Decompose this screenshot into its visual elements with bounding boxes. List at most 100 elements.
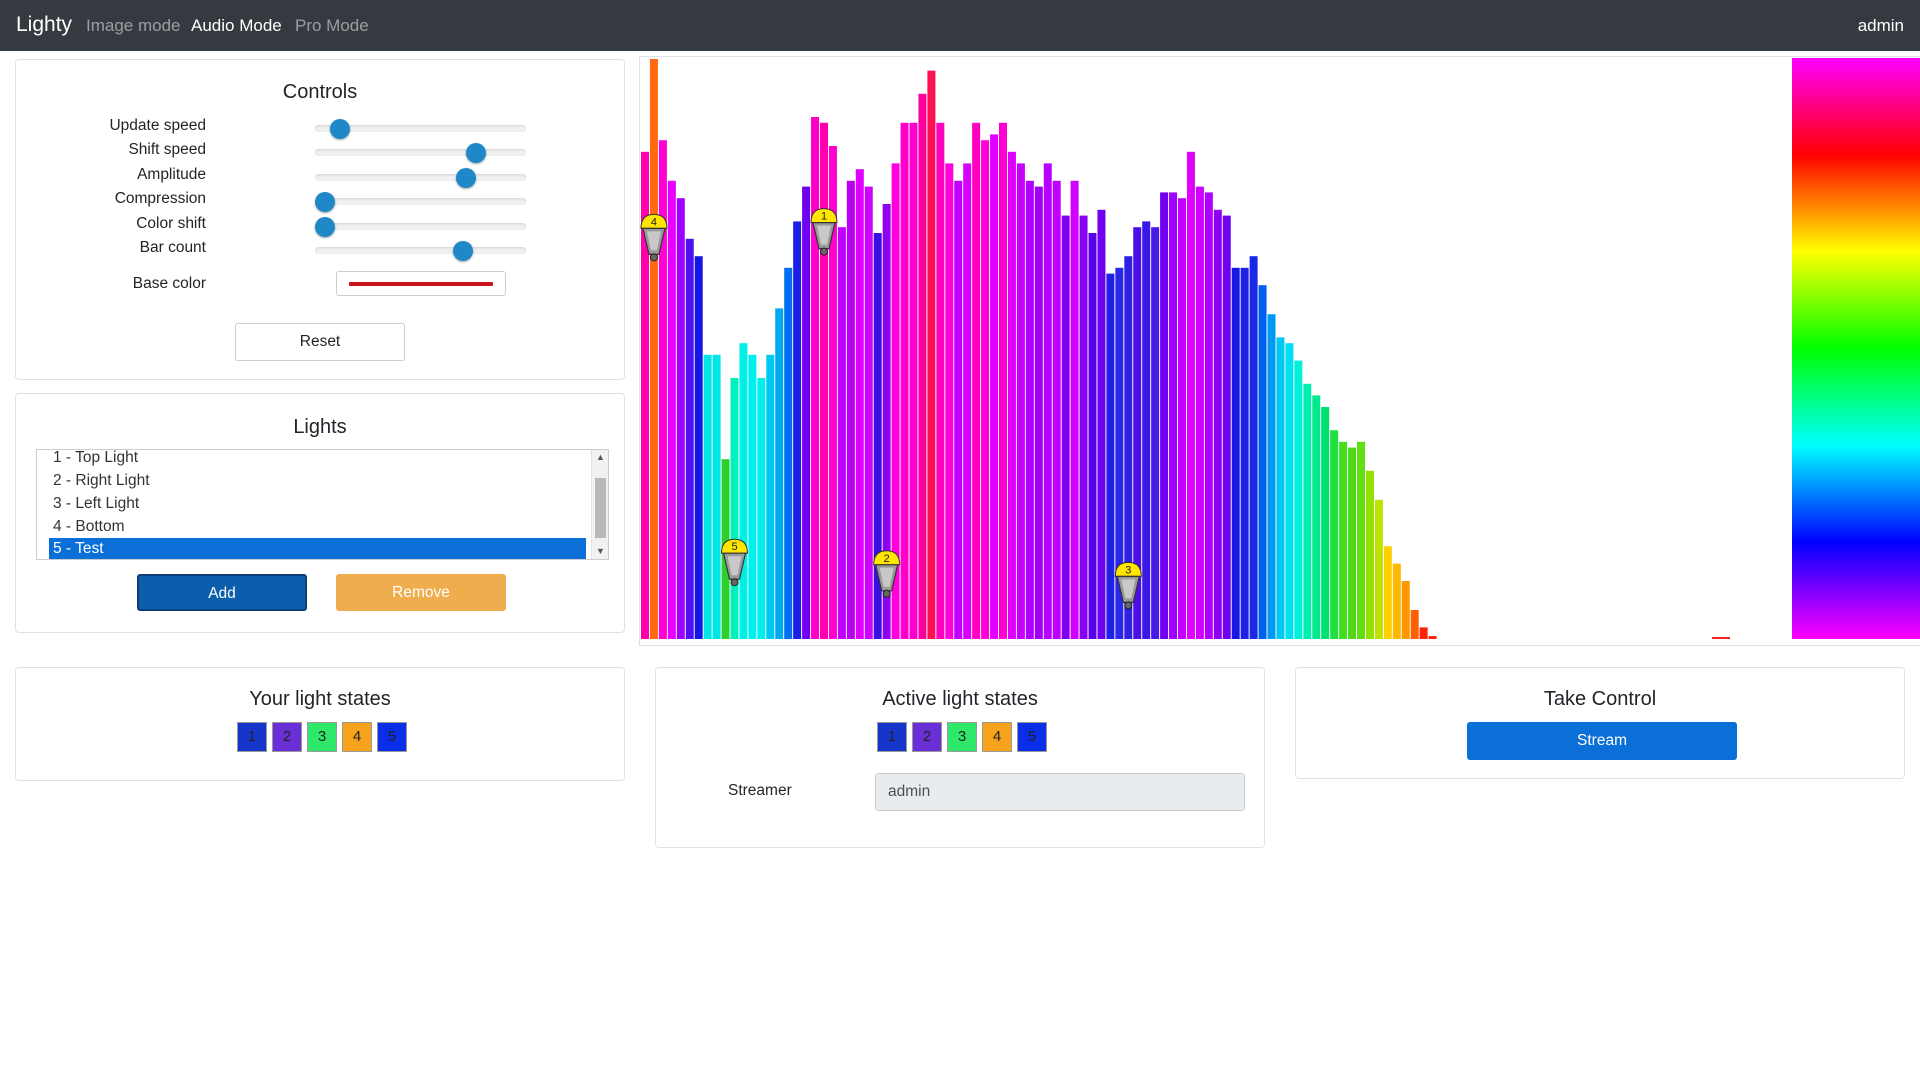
color-shift-slider[interactable] <box>315 223 526 230</box>
spectrum-bar <box>1025 180 1034 640</box>
light-bulb-label: 1 <box>821 211 827 223</box>
brand-logo[interactable]: Lighty <box>16 13 73 36</box>
spectrum-bar <box>954 180 963 640</box>
spectrum-bar <box>1267 314 1276 639</box>
spectrum-bar <box>1007 151 1016 640</box>
shift-speed-slider[interactable] <box>315 149 526 156</box>
take-control-title: Take Control <box>1543 688 1657 710</box>
compression-slider[interactable] <box>315 198 526 205</box>
light-bulb-icon[interactable]: 4 <box>640 213 668 262</box>
user-menu[interactable]: admin <box>1857 16 1904 35</box>
spectrum-bar <box>936 122 945 640</box>
hue-gradient-strip[interactable] <box>1792 58 1920 639</box>
stream-button[interactable]: Stream <box>1467 722 1737 760</box>
spectrum-bar <box>1169 192 1178 639</box>
spectrum-bar <box>1339 441 1348 639</box>
spectrum-bar <box>1285 343 1294 639</box>
spectrum-bar <box>972 122 981 640</box>
spectrum-bar <box>641 151 649 640</box>
spectrum-bar <box>1034 186 1043 639</box>
base-color-picker[interactable] <box>336 271 506 296</box>
update-speed-slider[interactable] <box>315 125 526 132</box>
spectrum-bar <box>1142 221 1151 639</box>
light-item-3[interactable]: 3 - Left Light <box>53 495 140 512</box>
spectrum-bar <box>1330 430 1339 639</box>
nav-audio-mode[interactable]: Audio Mode <box>191 16 282 35</box>
controls-title: Controls <box>282 81 358 103</box>
spectrum-bar <box>1124 256 1133 639</box>
light-bulb-icon[interactable]: 1 <box>810 208 838 256</box>
light-bulb-icon[interactable]: 3 <box>1114 561 1142 610</box>
spectrum-bar <box>811 117 820 639</box>
spectrum-bar <box>820 122 828 640</box>
bar-count-label: Bar count <box>139 239 206 256</box>
shift-speed-thumb[interactable] <box>465 143 486 163</box>
light-bulb-icon[interactable]: 2 <box>873 550 901 598</box>
add-light-button[interactable]: Add <box>137 574 307 611</box>
spectrum-bar <box>1294 360 1303 639</box>
spectrum-bar <box>739 343 748 639</box>
active-light-states-title: Active light states <box>882 688 1038 710</box>
amplitude-slider[interactable] <box>315 174 526 181</box>
spectrum-bar <box>981 140 990 639</box>
color-shift-thumb[interactable] <box>315 217 335 237</box>
lights-title: Lights <box>293 416 347 438</box>
spectrum-bar <box>685 238 694 640</box>
nav-image-mode[interactable]: Image mode <box>86 16 181 35</box>
spectrum-bar <box>1160 192 1169 639</box>
spectrum-bar <box>1070 180 1079 640</box>
compression-thumb[interactable] <box>315 192 335 212</box>
lights-scroll-thumb[interactable] <box>595 478 606 538</box>
spectrum-bar <box>1052 180 1061 640</box>
light-item-5[interactable]: 5 - Test <box>49 538 586 559</box>
light-item-4[interactable]: 4 - Bottom <box>53 518 125 535</box>
scroll-down-icon[interactable]: ▼ <box>596 546 605 556</box>
spectrum-bar <box>1151 227 1160 639</box>
spectrum-bar <box>837 227 846 639</box>
spectrum-bar <box>658 140 667 639</box>
spectrum-bar <box>1231 267 1240 639</box>
light-bulb-icon[interactable]: 5 <box>720 538 749 587</box>
top-navbar: Lighty Image mode Audio Mode Pro Mode ad… <box>0 0 1920 51</box>
bar-count-slider[interactable] <box>315 247 526 254</box>
lights-listbox[interactable]: 1 - Top Light 2 - Right Light 3 - Left L… <box>36 449 609 560</box>
spectrum-bar <box>766 354 775 639</box>
spectrum-bar <box>1312 395 1321 639</box>
spectrum-bar <box>1365 470 1374 639</box>
spectrum-bar <box>667 180 676 640</box>
light-item-1[interactable]: 1 - Top Light <box>53 449 139 466</box>
spectrum-bar <box>828 146 837 639</box>
streamer-label: Streamer <box>728 782 792 799</box>
spectrum-bar <box>1419 627 1428 639</box>
reset-button[interactable]: Reset <box>235 323 405 361</box>
light-item-2[interactable]: 2 - Right Light <box>53 472 150 489</box>
base-color-label: Base color <box>132 275 206 292</box>
spectrum-bar <box>1097 209 1106 640</box>
light-bulb-label: 4 <box>651 216 657 228</box>
your-light-state-2: 2 <box>272 722 302 752</box>
spectrum-bar <box>1115 267 1124 639</box>
spectrum-bar <box>1133 227 1142 639</box>
spectrum-bar <box>1348 447 1357 639</box>
active-light-state-2: 2 <box>912 722 942 752</box>
your-light-state-5: 5 <box>377 722 407 752</box>
spectrum-bar <box>1178 198 1186 639</box>
spectrum-bar <box>775 308 784 639</box>
nav-pro-mode[interactable]: Pro Mode <box>295 16 369 35</box>
update-speed-thumb[interactable] <box>330 119 351 139</box>
remove-light-button[interactable]: Remove <box>336 574 506 611</box>
controls-card: Controls Update speed Shift speed Amplit… <box>15 59 625 380</box>
light-bulb-label: 5 <box>731 541 737 553</box>
spectrum-bar <box>1106 273 1115 639</box>
bar-count-thumb[interactable] <box>452 241 473 261</box>
scroll-up-icon[interactable]: ▲ <box>596 452 605 462</box>
spectrum-bar <box>873 233 882 639</box>
spectrum-bar <box>1249 256 1258 639</box>
lights-scrollbar[interactable]: ▲ ▼ <box>591 450 608 559</box>
spectrum-bar <box>784 267 793 639</box>
spectrum-bar <box>1061 215 1070 639</box>
color-shift-label: Color shift <box>136 215 206 232</box>
amplitude-thumb[interactable] <box>456 168 477 188</box>
